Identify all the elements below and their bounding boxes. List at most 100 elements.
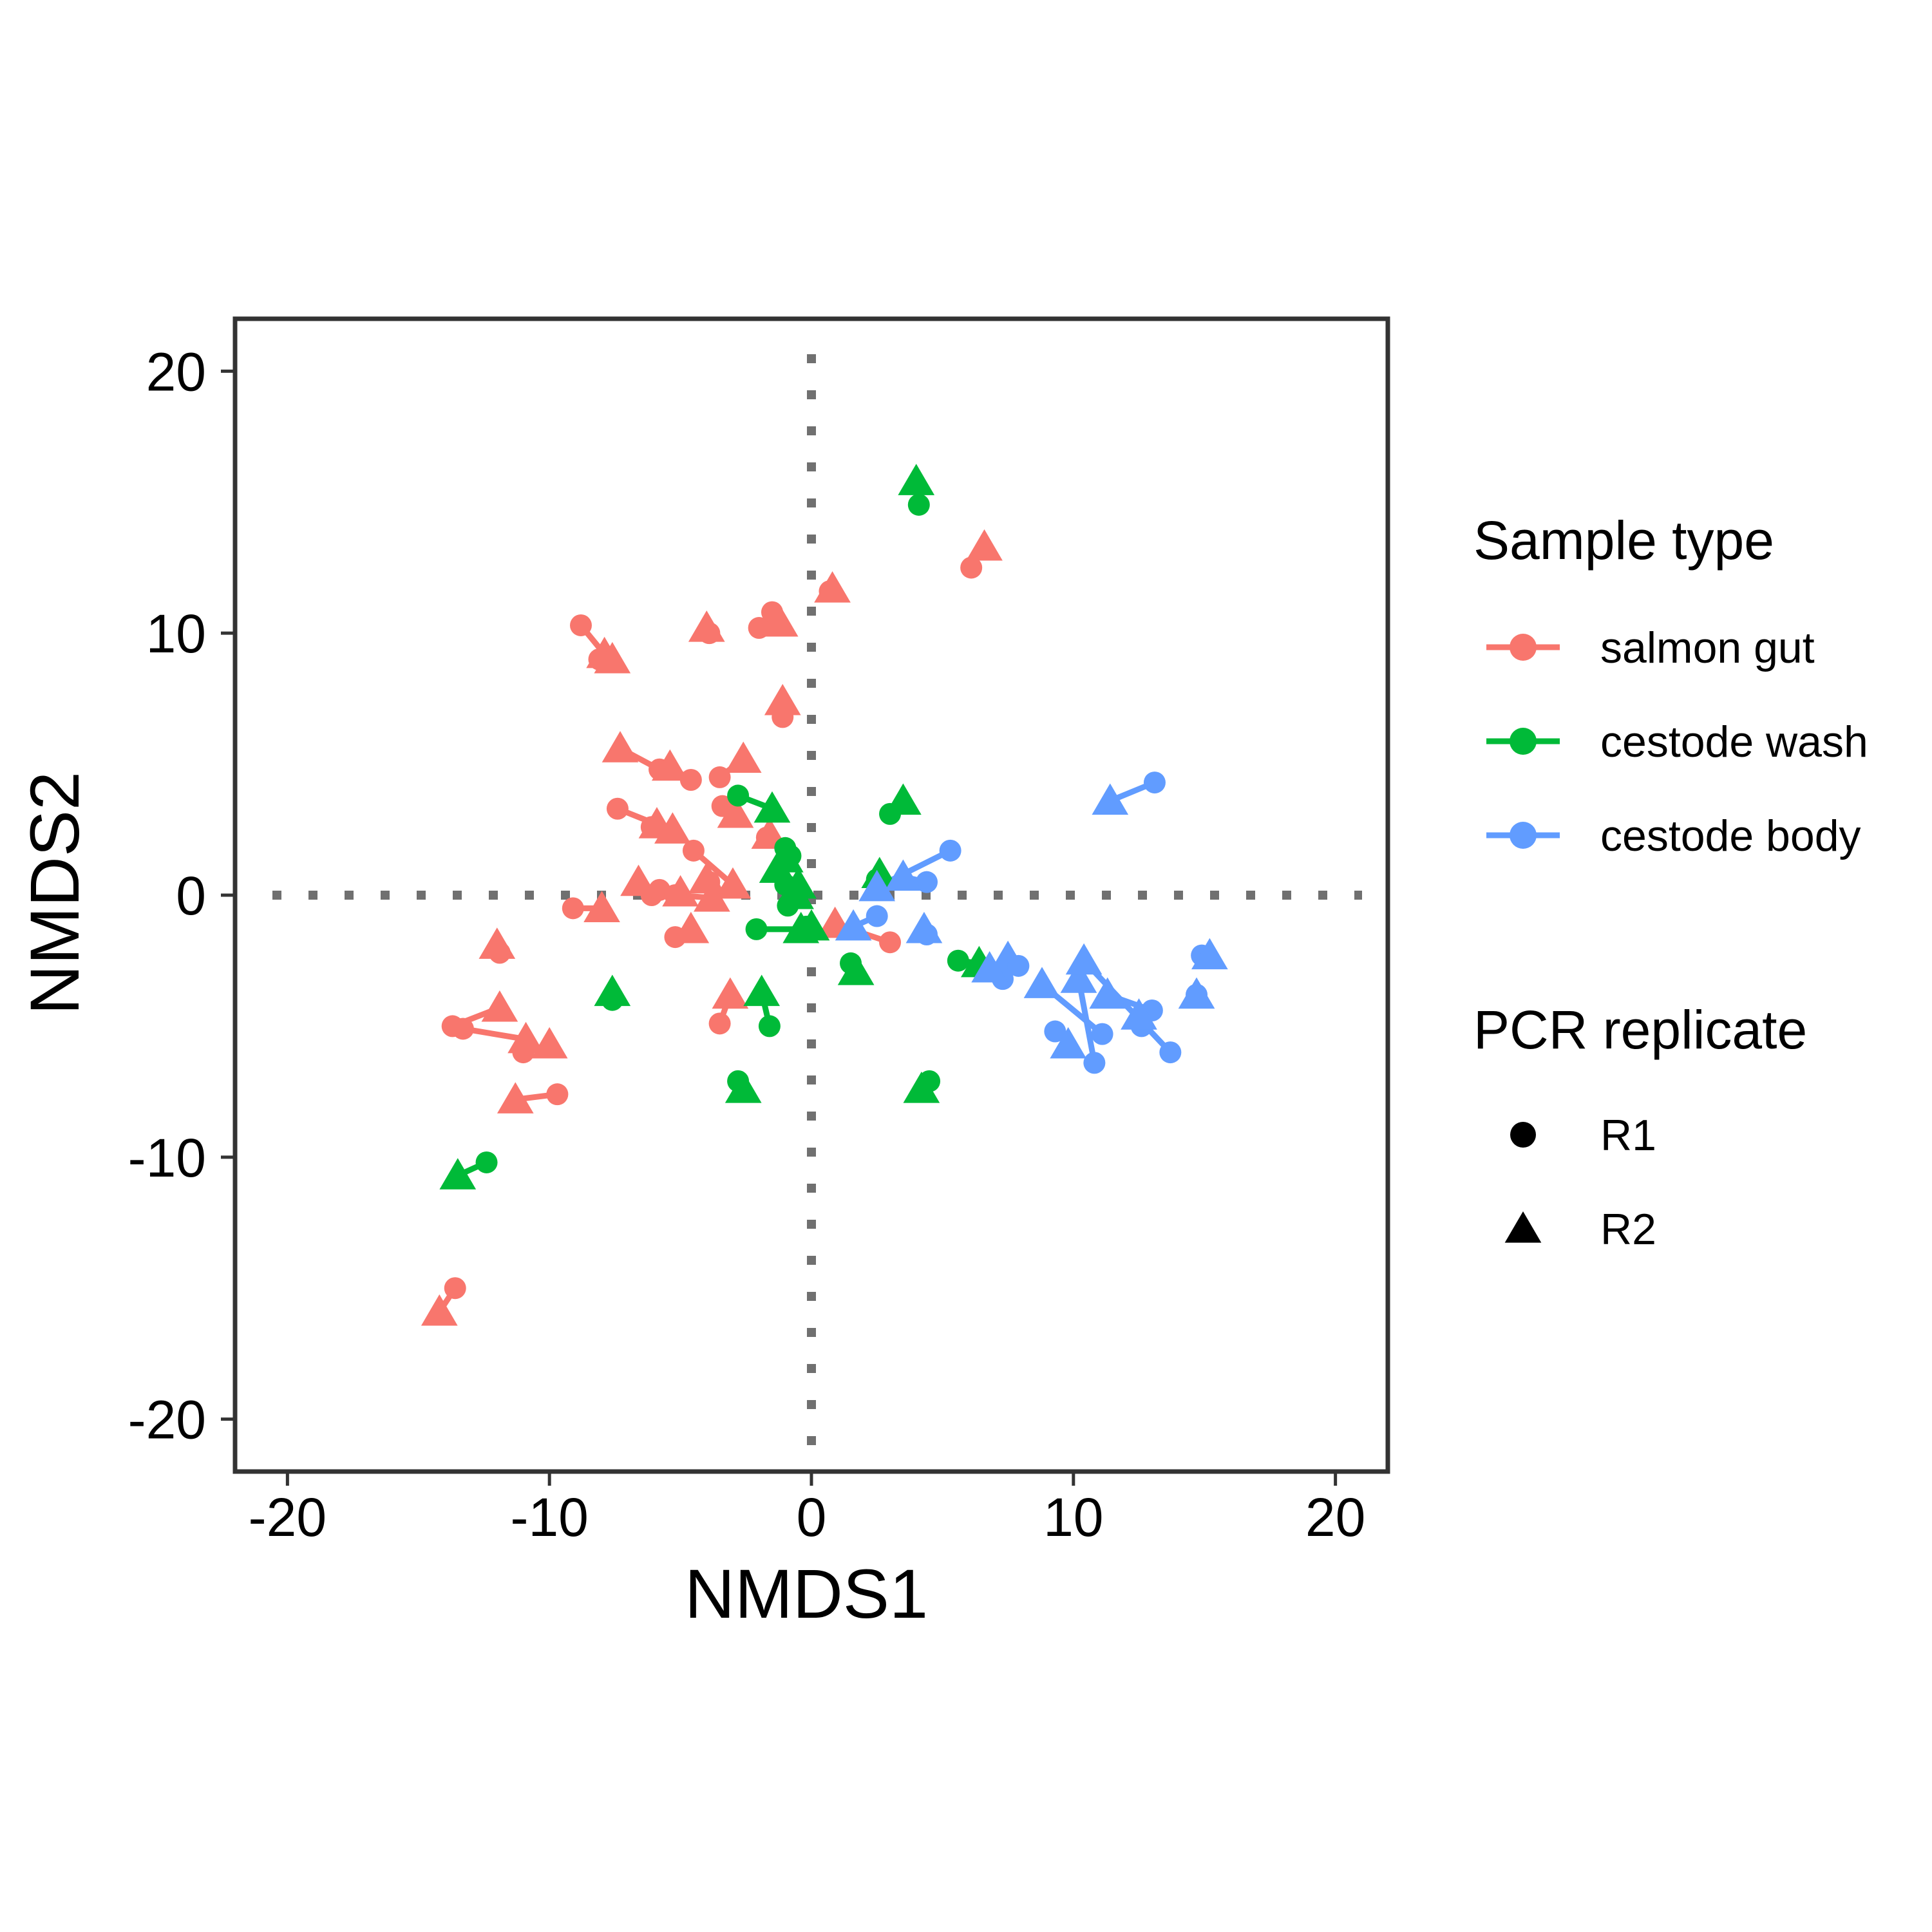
point-r2 <box>497 1082 534 1113</box>
y-tick-label: 0 <box>176 866 206 926</box>
x-tick-label: 10 <box>1043 1487 1103 1548</box>
point-r2 <box>478 927 516 959</box>
point-r2 <box>651 749 688 781</box>
point-r2 <box>724 741 762 773</box>
point-r1 <box>664 884 687 906</box>
y-axis: -20 -10 0 10 20 <box>128 341 235 1450</box>
legend-color-label: cestode wash <box>1600 717 1868 766</box>
legend-color-label: cestode body <box>1600 811 1861 860</box>
point-r1 <box>1007 954 1030 977</box>
point-r2 <box>1092 783 1129 815</box>
point-r1 <box>475 1151 498 1173</box>
replicate-link <box>1075 976 1097 1066</box>
point-r1 <box>727 784 750 807</box>
x-tick-label: -20 <box>249 1487 327 1548</box>
point-r2 <box>601 731 639 762</box>
reference-lines <box>272 354 1362 1468</box>
legend-color-entries: salmon gut cestode wash cestode body <box>1486 623 1868 860</box>
x-tick-label: 20 <box>1305 1487 1365 1548</box>
point-r1 <box>947 949 969 972</box>
point-r2 <box>654 812 691 844</box>
legend-circle-icon <box>1510 1122 1536 1148</box>
legend: Sample type salmon gut cestode wash cestod… <box>1473 510 1868 1254</box>
point-r2 <box>714 867 752 899</box>
point-r2 <box>835 909 872 941</box>
legend-shape-title: PCR replicate <box>1473 999 1807 1060</box>
point-r2 <box>966 529 1003 561</box>
point-r1 <box>758 1015 781 1037</box>
point-r2 <box>531 1027 568 1059</box>
replicate-link <box>1081 958 1173 1056</box>
y-tick-label: -20 <box>128 1390 206 1450</box>
point-r1 <box>907 493 930 516</box>
point-r1 <box>1091 1023 1113 1045</box>
point-r2 <box>1065 943 1103 975</box>
legend-triangle-icon <box>1504 1211 1542 1243</box>
point-r2 <box>688 862 725 894</box>
point-r1 <box>570 614 592 636</box>
point-r2 <box>837 953 875 985</box>
data-points <box>421 464 1228 1326</box>
point-r2 <box>1178 977 1215 1009</box>
point-r1 <box>562 897 584 920</box>
point-r1 <box>708 1012 731 1035</box>
point-r1 <box>682 839 705 862</box>
point-r1 <box>640 816 663 838</box>
point-r2 <box>905 911 943 943</box>
point-r2 <box>761 605 799 637</box>
x-tick-label: -10 <box>510 1487 588 1548</box>
legend-shape-label: R1 <box>1600 1111 1656 1160</box>
x-axis-title: NMDS1 <box>685 1555 928 1633</box>
point-r2 <box>1050 1027 1087 1059</box>
point-r2 <box>858 869 896 902</box>
point-r1 <box>916 871 938 893</box>
legend-shape-label: R2 <box>1600 1205 1656 1254</box>
point-r2 <box>764 683 801 715</box>
point-r1 <box>1143 772 1166 794</box>
legend-shape-entries: R1 R2 <box>1504 1111 1656 1254</box>
point-r1 <box>708 766 731 788</box>
point-r2 <box>594 974 631 1007</box>
point-r1 <box>444 1277 466 1300</box>
point-r2 <box>481 990 518 1022</box>
point-r2 <box>885 783 922 815</box>
point-r2 <box>793 909 830 941</box>
point-r2 <box>885 859 922 891</box>
point-r2 <box>777 878 814 909</box>
legend-color-swatch-dot <box>1510 634 1537 661</box>
point-r2 <box>672 911 710 943</box>
point-r2 <box>743 974 781 1007</box>
point-r2 <box>421 1294 458 1326</box>
point-r2 <box>724 1072 762 1103</box>
point-r2 <box>1023 967 1061 998</box>
point-r2 <box>694 880 730 912</box>
point-r1 <box>939 839 961 862</box>
point-r2 <box>583 891 620 922</box>
y-tick-label: 10 <box>146 603 206 664</box>
x-axis: -20 -10 0 10 20 <box>249 1472 1365 1548</box>
legend-color-title: Sample type <box>1473 510 1774 571</box>
point-r2 <box>898 464 935 495</box>
point-r1 <box>679 769 702 791</box>
point-r2 <box>1089 977 1126 1009</box>
point-r2 <box>717 796 754 828</box>
point-r2 <box>712 977 749 1009</box>
point-r1 <box>1044 1020 1066 1043</box>
point-r2 <box>688 611 725 642</box>
point-r2 <box>814 571 851 603</box>
point-r1 <box>1159 1041 1182 1064</box>
point-r2 <box>594 641 631 674</box>
point-r1 <box>606 797 629 820</box>
point-r2 <box>1121 998 1157 1030</box>
point-r2 <box>439 1158 477 1189</box>
point-r1 <box>745 918 768 940</box>
y-tick-label: 20 <box>146 341 206 402</box>
point-r2 <box>861 857 898 889</box>
x-tick-label: 0 <box>797 1487 827 1548</box>
point-r2 <box>1060 961 1097 993</box>
y-tick-label: -10 <box>128 1128 206 1188</box>
point-r1 <box>546 1083 569 1106</box>
point-r1 <box>960 556 983 579</box>
point-r2 <box>766 841 804 873</box>
point-r1 <box>512 1041 535 1064</box>
